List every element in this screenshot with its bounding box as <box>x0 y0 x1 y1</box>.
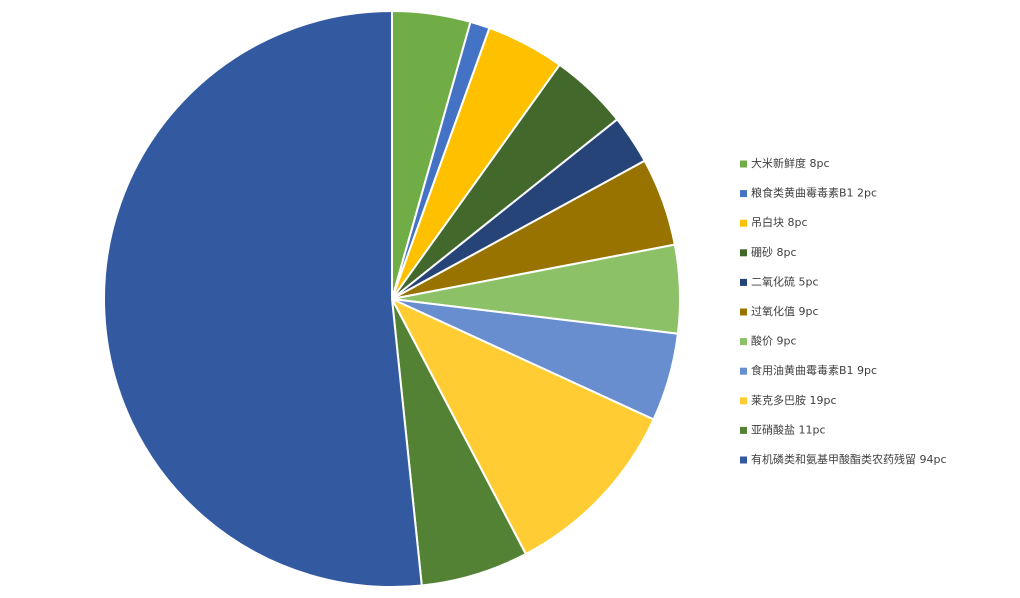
legend-label: 吊白块 8pc <box>751 215 808 229</box>
legend-swatch <box>740 367 747 375</box>
legend-label: 过氧化值 9pc <box>751 304 819 318</box>
legend-swatch <box>740 249 747 257</box>
legend-swatch <box>740 160 747 168</box>
legend-label: 食用油黄曲霉毒素B1 9pc <box>751 363 877 377</box>
legend-label: 亚硝酸盐 11pc <box>751 422 826 436</box>
legend-swatch <box>740 190 747 198</box>
pie-slice <box>389 296 655 556</box>
pie-slice <box>103 9 423 588</box>
legend-label: 酸价 9pc <box>751 334 797 348</box>
legend-label: 大米新鲜度 8pc <box>751 156 830 170</box>
legend-swatch <box>740 338 747 346</box>
legend-label: 粮食类黄曲霉毒素B1 2pc <box>751 186 877 200</box>
legend-swatch <box>740 219 747 227</box>
legend-label: 有机磷类和氨基甲酸酯类农药残留 94pc <box>751 452 947 466</box>
legend-label: 硼砂 8pc <box>751 246 797 259</box>
legend-swatch <box>740 308 747 316</box>
legend-swatch <box>740 278 747 286</box>
legend-label: 二氧化硫 5pc <box>751 274 819 288</box>
legend-swatch <box>740 426 747 434</box>
legend-swatch <box>740 397 747 405</box>
legend-swatch <box>740 456 747 464</box>
legend-label: 莱克多巴胺 19pc <box>751 393 837 407</box>
